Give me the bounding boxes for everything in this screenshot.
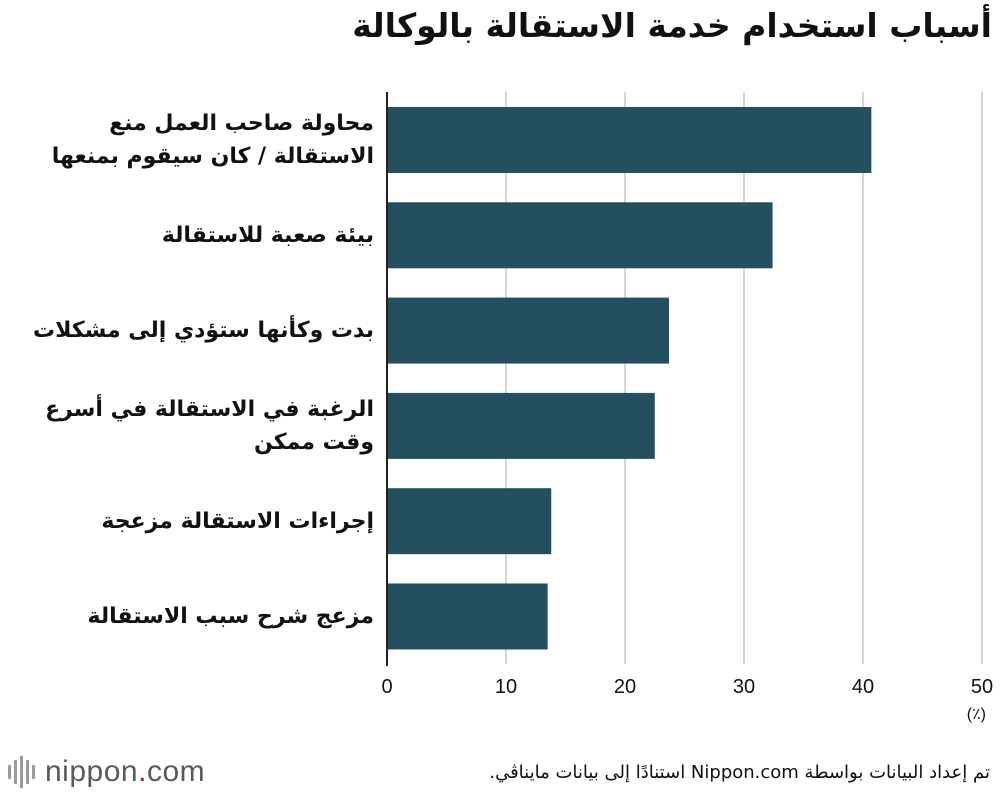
x-tick-label: 10 [494, 676, 518, 698]
category-label-line: الاستقالة / كان سيقوم بمنعها [51, 144, 374, 169]
x-tick-label: 40 [851, 676, 875, 698]
category-label-line: بدت وكأنها ستؤدي إلى مشكلات [32, 318, 374, 344]
chart-title: أسباب استخدام خدمة الاستقالة بالوكالة [352, 6, 992, 45]
unit-label: (٪) [966, 706, 986, 723]
gridlines [505, 92, 983, 664]
category-label-line: وقت ممكن [254, 429, 374, 455]
category-label-line: الرغبة في الاستقالة في أسرع [45, 396, 374, 422]
source-note: تم إعداد البيانات بواسطة Nippon.com استن… [489, 762, 990, 783]
footer: nippon.com تم إعداد البيانات بواسطة Nipp… [0, 748, 1000, 796]
category-label-line: مزعج شرح سبب الاستقالة [87, 604, 374, 629]
x-tick-label: 30 [732, 676, 756, 698]
category-label-line: إجراءات الاستقالة مزعجة [101, 508, 374, 534]
x-tick-label: 50 [970, 676, 994, 698]
logo-dot: . [138, 755, 147, 788]
bar [387, 392, 655, 459]
category-label: بدت وكأنها ستؤدي إلى مشكلات [0, 314, 374, 347]
logo-suffix: com [146, 755, 206, 788]
x-tick-label: 20 [613, 676, 637, 698]
category-label: إجراءات الاستقالة مزعجة [0, 505, 374, 538]
category-label: بيئة صعبة للاستقالة [0, 219, 374, 252]
logo-mark-icon [8, 756, 35, 788]
bar [387, 297, 670, 364]
bar [387, 202, 773, 269]
category-label: مزعج شرح سبب الاستقالة [0, 600, 374, 633]
bar [387, 488, 552, 555]
bar [387, 583, 548, 650]
bar [387, 107, 872, 173]
bars [387, 107, 872, 650]
category-label: الرغبة في الاستقالة في أسرع وقت ممكن [0, 393, 374, 459]
category-label: محاولة صاحب العمل منع الاستقالة / كان سيق… [0, 107, 374, 173]
category-label-line: بيئة صعبة للاستقالة [161, 222, 374, 248]
nippon-logo[interactable]: nippon.com [8, 752, 205, 792]
logo-text: nippon [45, 755, 139, 788]
category-label-line: محاولة صاحب العمل منع [109, 111, 374, 136]
x-tick-label: 0 [381, 676, 393, 698]
